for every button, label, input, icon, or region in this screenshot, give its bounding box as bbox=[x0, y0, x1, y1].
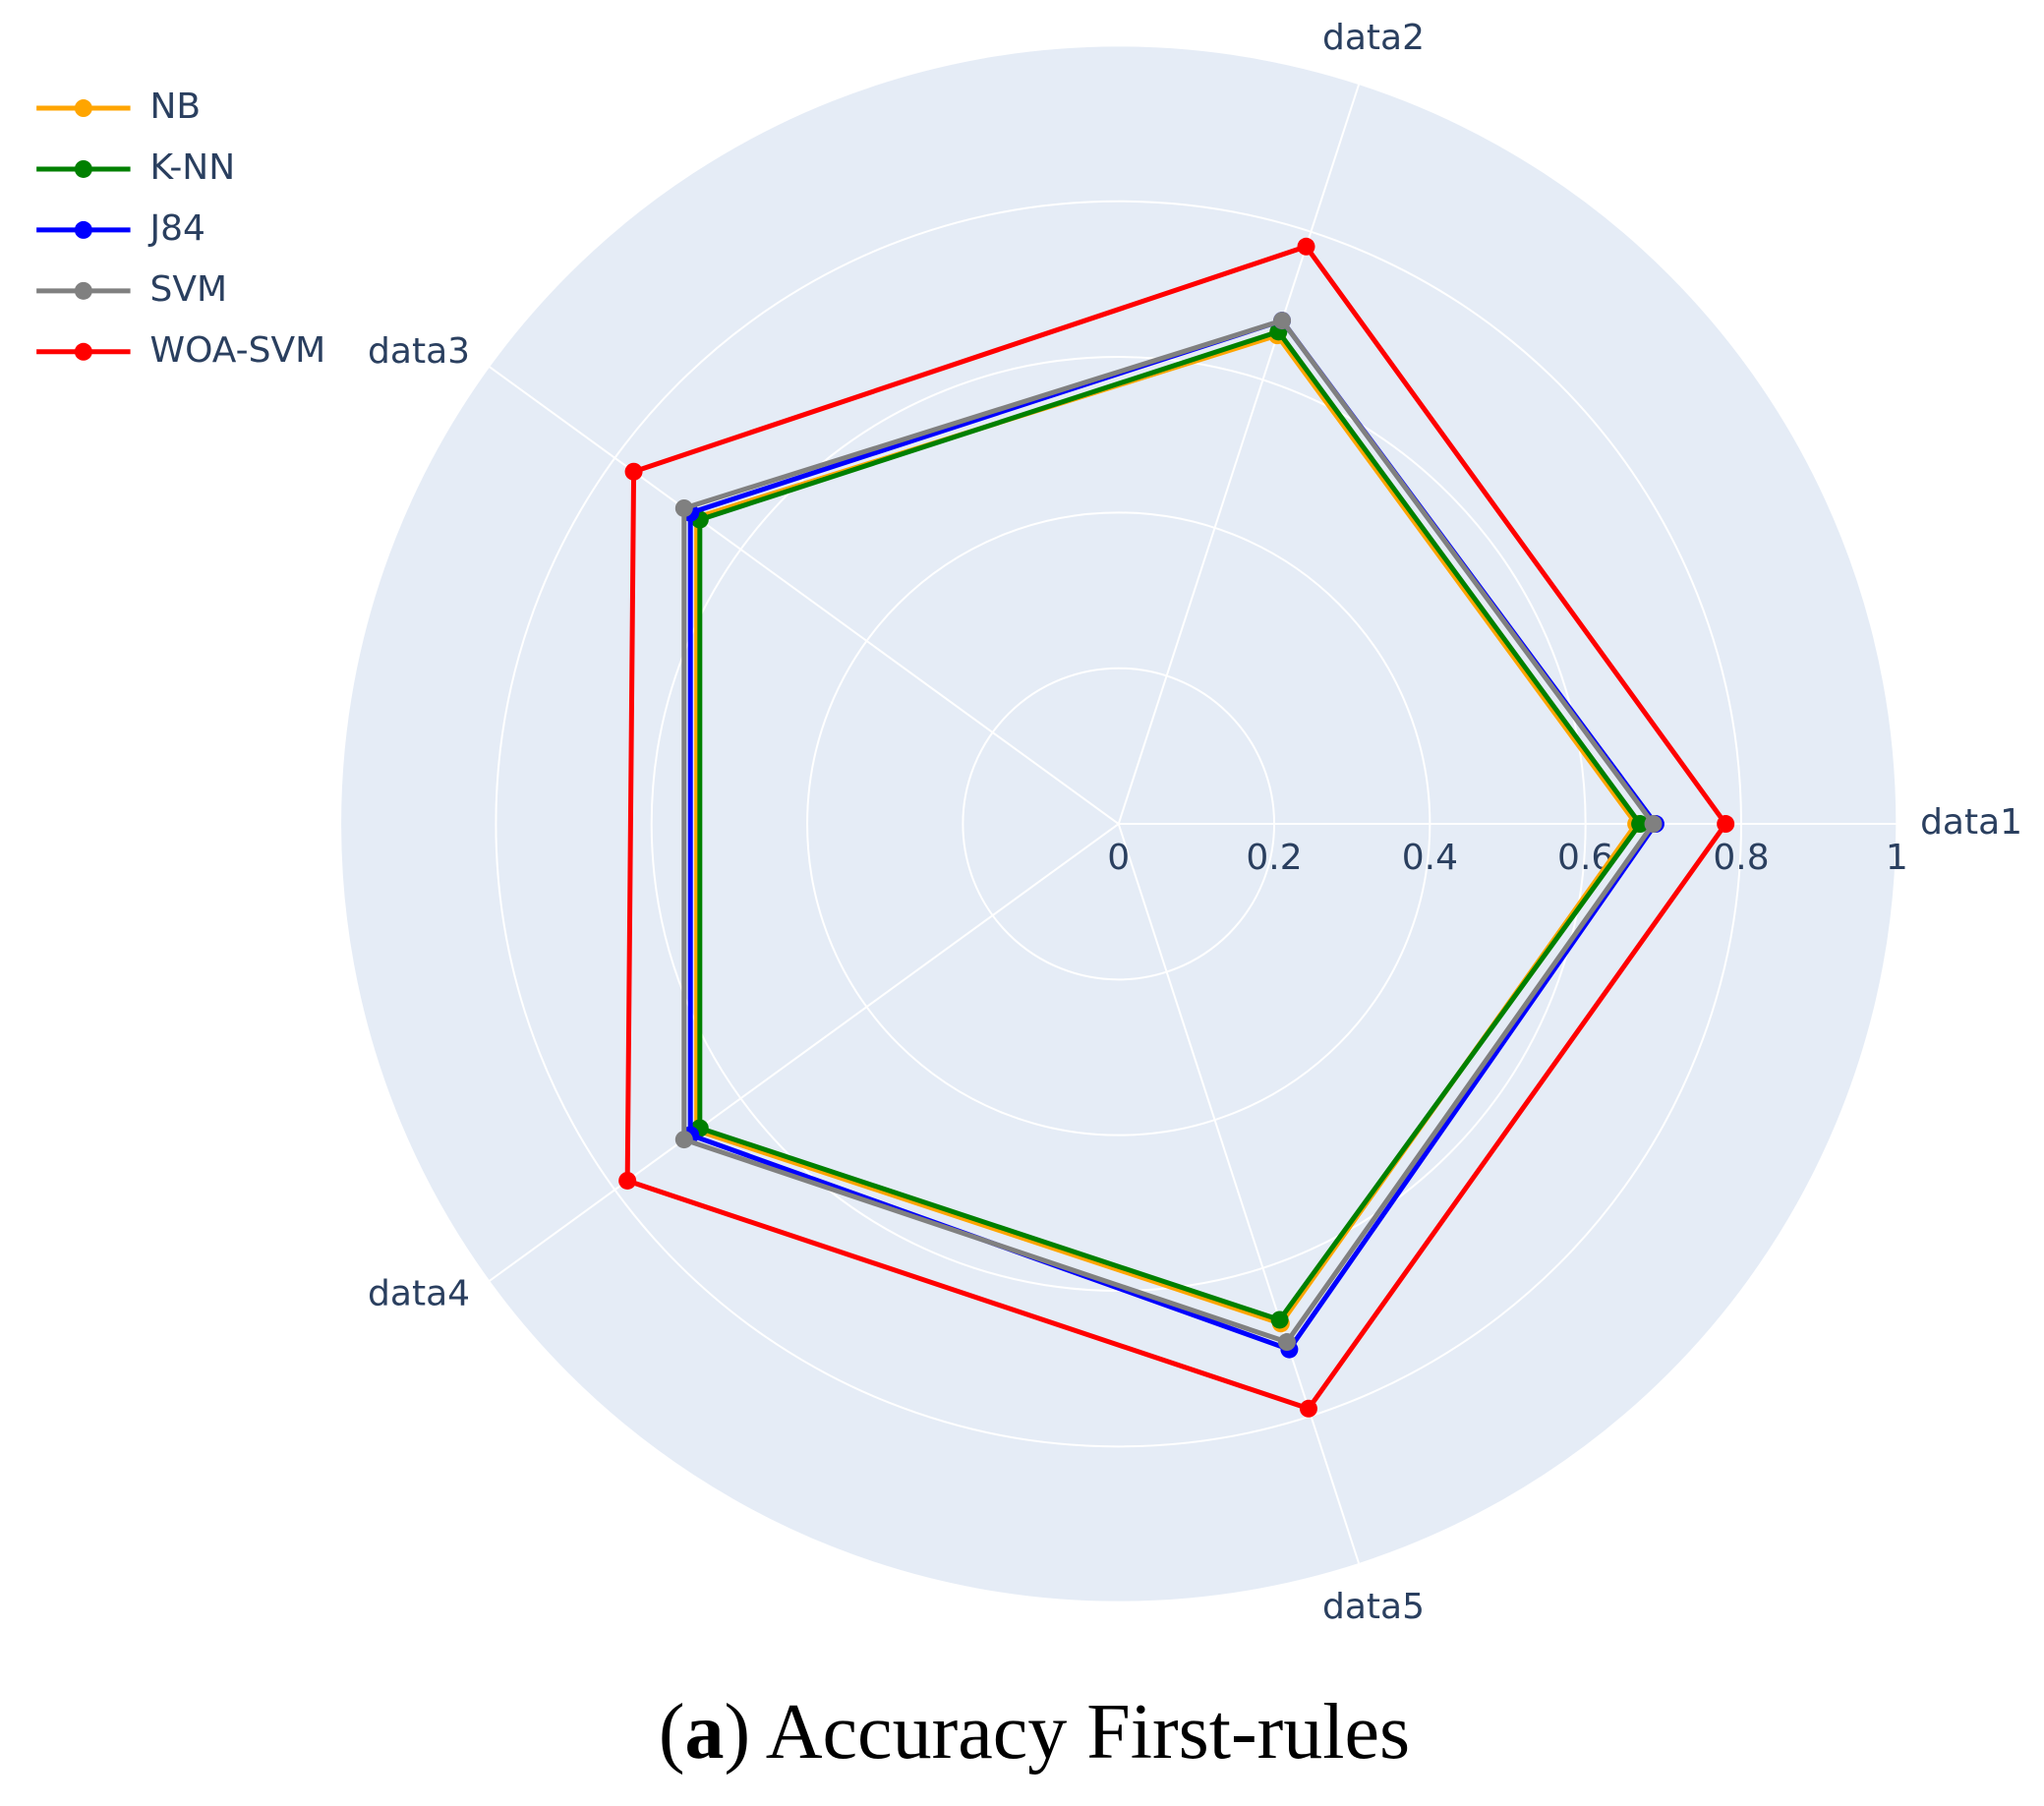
r-tick-label: 0.8 bbox=[1713, 838, 1769, 878]
series-marker bbox=[1631, 815, 1650, 834]
r-tick-label: 0 bbox=[1107, 838, 1130, 878]
legend-label: SVM bbox=[149, 269, 227, 310]
series-marker bbox=[1644, 815, 1663, 834]
category-label: data5 bbox=[1322, 1587, 1425, 1627]
series-marker bbox=[618, 1171, 637, 1190]
grid-circle bbox=[339, 44, 1898, 1603]
caption-text: ) Accuracy First-rules bbox=[725, 1689, 1411, 1776]
series-marker bbox=[674, 1131, 693, 1149]
series-marker bbox=[1273, 312, 1292, 330]
spoke bbox=[1117, 83, 1361, 825]
series-line bbox=[624, 244, 1728, 1412]
series-marker bbox=[1297, 237, 1315, 256]
legend-item: J84 bbox=[36, 208, 205, 249]
legend-label: J84 bbox=[147, 208, 204, 249]
legend-label: WOA-SVM bbox=[149, 330, 325, 371]
series-marker bbox=[1270, 1311, 1289, 1329]
series-marker bbox=[1299, 1399, 1317, 1418]
legend-item: K-NN bbox=[36, 147, 235, 188]
r-tick-label: 1 bbox=[1886, 838, 1908, 878]
series-line bbox=[697, 328, 1643, 1322]
spoke bbox=[1117, 823, 1361, 1565]
legend-marker bbox=[74, 220, 92, 239]
legend-item: SVM bbox=[36, 269, 227, 310]
legend-marker bbox=[74, 342, 92, 361]
legend-marker bbox=[74, 99, 92, 118]
legend-label: K-NN bbox=[149, 147, 235, 188]
caption: (a) Accuracy First-rules bbox=[659, 1689, 1410, 1776]
series-marker bbox=[624, 462, 643, 481]
r-tick-label: 0.2 bbox=[1246, 838, 1302, 878]
legend-item: WOA-SVM bbox=[36, 330, 325, 371]
spoke bbox=[488, 823, 1120, 1283]
category-label: data2 bbox=[1322, 18, 1425, 58]
spoke bbox=[488, 365, 1120, 825]
caption-label: a bbox=[685, 1689, 725, 1776]
legend-marker bbox=[74, 281, 92, 300]
caption-open: ( bbox=[659, 1689, 685, 1776]
r-tick-label: 0.4 bbox=[1402, 838, 1458, 878]
legend-marker bbox=[74, 159, 92, 178]
category-label: data4 bbox=[368, 1273, 470, 1313]
legend-label: NB bbox=[149, 87, 201, 127]
series-marker bbox=[674, 498, 693, 517]
category-label: data1 bbox=[1920, 802, 2022, 843]
series-marker bbox=[1277, 1333, 1296, 1352]
category-label: data3 bbox=[368, 331, 470, 372]
series-line bbox=[681, 318, 1657, 1345]
series-marker bbox=[1717, 815, 1735, 834]
legend-item: NB bbox=[36, 87, 201, 127]
